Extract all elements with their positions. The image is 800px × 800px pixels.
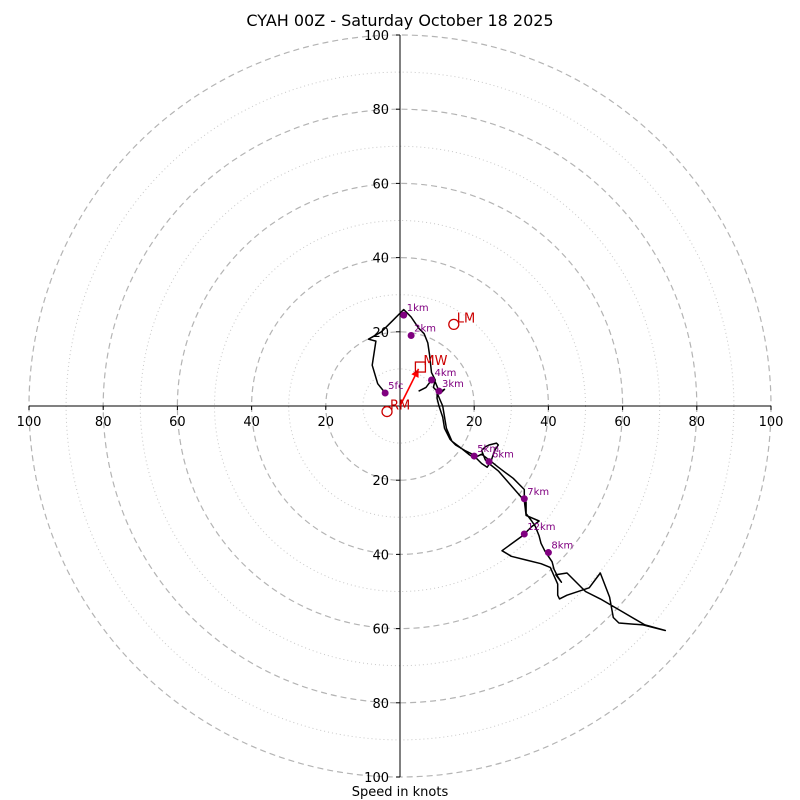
storm-motion-marker-MW [414, 361, 427, 373]
tick-label-down: 40 [372, 548, 389, 563]
tick-label-left: 20 [318, 415, 335, 430]
tick-label-left: 40 [243, 415, 260, 430]
height-label-1km: 1km [407, 303, 429, 314]
height-label-5km: 5km [477, 444, 499, 455]
height-marker-1km [400, 311, 408, 319]
tick-label-left: 80 [95, 415, 112, 430]
height-label-4km: 4km [435, 368, 457, 379]
height-label-12km: 12km [527, 522, 555, 533]
height-marker-3km [435, 387, 443, 395]
height-marker-5fc [381, 389, 389, 397]
tick-label-up: 20 [372, 326, 389, 341]
storm-motion-label-LM: LM [457, 311, 475, 326]
tick-label-down: 100 [364, 771, 389, 786]
height-label-6km: 6km [492, 450, 514, 461]
tick-label-up: 60 [372, 177, 389, 192]
shear-arrow-head [411, 368, 419, 378]
height-label-2km: 2km [414, 324, 436, 335]
height-label-8km: 8km [551, 541, 573, 552]
tick-label-down: 80 [372, 697, 389, 712]
storm-motion-layer: RM LM MW [381, 311, 475, 418]
height-marker-7km [520, 495, 528, 503]
wind-profile-layer [367, 308, 667, 632]
height-marker-8km [544, 549, 552, 557]
storm-motion-label-RM: RM [390, 399, 410, 414]
axis-tick-labels: 20 20 20 20 40 40 40 40 60 60 60 60 80 80 80 80 100 100 10… [17, 29, 784, 786]
storm-motion-label-MW: MW [423, 354, 447, 369]
tick-label-right: 60 [614, 415, 631, 430]
tick-label-down: 20 [372, 474, 389, 489]
x-axis-label: Speed in knots [352, 785, 449, 800]
height-label-7km: 7km [527, 487, 549, 498]
storm-motion-marker-RM [381, 405, 393, 418]
tick-label-left: 60 [169, 415, 186, 430]
tick-label-right: 80 [689, 415, 706, 430]
tick-label-left: 100 [17, 415, 42, 430]
chart-title: CYAH 00Z - Saturday October 18 2025 [246, 11, 553, 30]
tick-label-up: 40 [372, 252, 389, 267]
height-marker-5km [470, 452, 478, 460]
height-label-5fc: 5fc [388, 381, 403, 392]
height-marker-2km [407, 332, 415, 340]
tick-label-right: 20 [466, 415, 483, 430]
wind-profile-line [367, 308, 667, 632]
tick-label-right: 40 [540, 415, 557, 430]
shear-arrow-layer [399, 368, 420, 407]
storm-motion-marker-LM [448, 318, 460, 331]
tick-label-down: 60 [372, 623, 389, 638]
height-marker-12km [520, 530, 528, 538]
height-marker-4km [428, 376, 436, 384]
tick-label-right: 100 [759, 415, 784, 430]
tick-label-up: 100 [364, 29, 389, 44]
tick-label-up: 80 [372, 103, 389, 118]
height-label-3km: 3km [442, 379, 464, 390]
height-marker-6km [485, 458, 493, 466]
